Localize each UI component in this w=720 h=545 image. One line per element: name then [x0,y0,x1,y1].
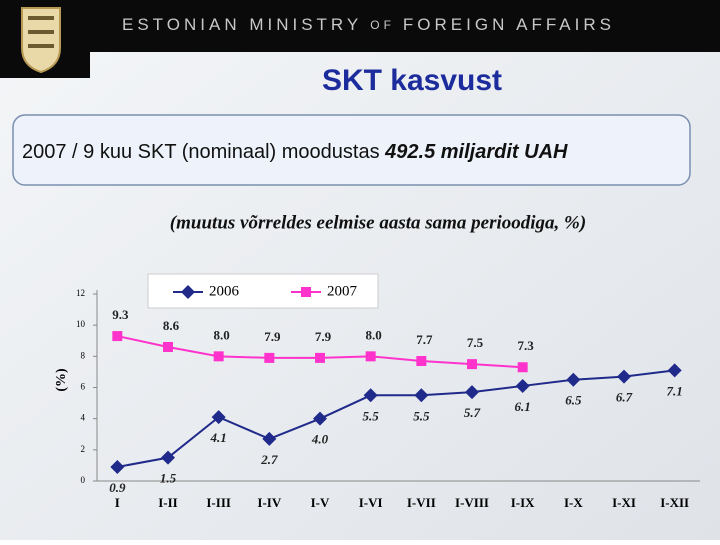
data-label: 8.0 [366,327,382,342]
data-label: 0.9 [109,480,126,495]
point [110,459,125,474]
data-label: 7.9 [264,329,281,344]
data-label: 5.5 [413,408,430,423]
x-tick-label: I-IX [511,495,535,510]
point [515,378,530,393]
legend-marker [301,287,311,297]
point [467,359,477,370]
data-label: 5.7 [464,405,481,420]
point [213,351,224,362]
data-label: 9.3 [112,307,129,322]
header-band [0,0,720,52]
x-tick-label: I-VII [407,495,436,510]
point [465,385,479,400]
data-label: 7.1 [667,383,683,398]
x-tick-label: I-VI [359,495,383,510]
y-tick-label: 4 [81,413,86,423]
x-tick-label: I-II [158,495,178,510]
legend-label: 2007 [327,283,358,299]
point [112,331,123,342]
data-label: 8.0 [214,327,230,342]
slide-title: SKT kasvust [322,64,502,97]
x-tick-label: I-IV [257,495,281,510]
y-tick-label: 12 [76,288,85,298]
data-label: 6.7 [616,390,633,405]
x-tick-label: I-V [311,495,330,510]
point [365,351,376,362]
chart-subtitle: (muutus võrreldes eelmise aasta sama per… [170,212,586,233]
data-label: 7.3 [518,338,535,353]
point [262,431,277,446]
data-label: 2.7 [260,452,278,467]
header-text: ESTONIAN MINISTRY OF FOREIGN AFFAIRS [122,15,615,34]
y-tick-label: 10 [76,319,86,329]
series-line [117,369,675,468]
emblem [21,7,61,74]
data-label: 6.1 [515,399,531,414]
legend-label: 2006 [209,283,240,299]
point [161,450,175,465]
point [211,410,226,425]
y-tick-label: 6 [81,382,86,392]
point [617,369,631,384]
data-label: 7.9 [315,329,332,344]
y-tick-label: 0 [81,475,86,485]
point [416,356,427,367]
data-label: 4.1 [210,430,227,445]
point [163,341,173,352]
point [264,352,275,363]
data-label: 6.5 [565,393,582,408]
x-tick-label: I-XII [660,495,689,510]
y-tick-label: 8 [81,350,86,360]
x-tick-label: I-X [564,495,583,510]
point [315,352,325,363]
data-label: 4.0 [311,432,329,447]
info-text: 2007 / 9 kuu SKT (nominaal) moodustas 49… [22,141,568,163]
x-tick-label: I-III [206,495,231,510]
data-label: 7.5 [467,335,484,350]
x-tick-label: I [115,495,120,510]
data-label: 5.5 [363,408,380,423]
point [517,362,528,373]
data-label: 1.5 [160,471,177,486]
y-axis-label: (%) [54,368,69,392]
legend-marker [181,285,195,299]
x-tick-label: I-XI [612,495,636,510]
point [363,388,378,403]
point [667,363,682,378]
y-tick-label: 2 [81,444,86,454]
info-box [12,114,691,186]
point [313,411,327,426]
data-label: 8.6 [163,318,180,333]
data-label: 7.7 [416,332,433,347]
point [566,372,581,387]
x-tick-label: I-VIII [455,495,489,510]
point [414,388,429,403]
